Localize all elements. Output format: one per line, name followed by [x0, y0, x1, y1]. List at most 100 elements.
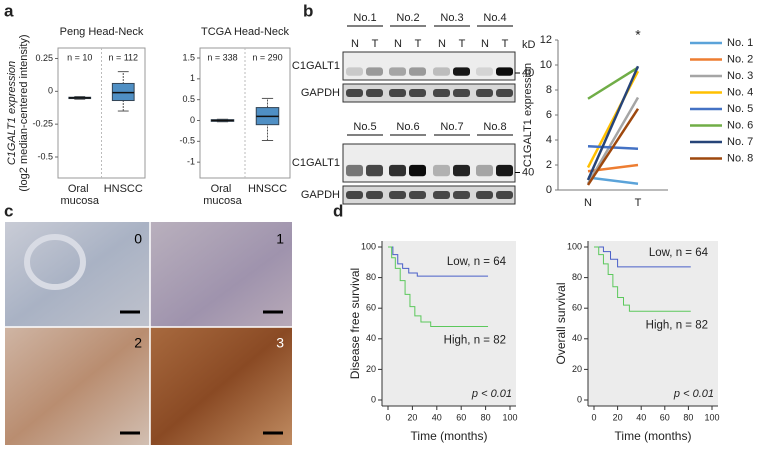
group-label: No.6 [396, 121, 419, 133]
y-tick-label: 0 [371, 394, 376, 404]
legend-label: No. 6 [727, 119, 753, 131]
score-label: 1 [276, 231, 284, 247]
lane-label: N [351, 38, 359, 50]
y-tick-label: 0 [577, 394, 582, 404]
band [409, 67, 426, 76]
legend-label: No. 4 [727, 86, 753, 98]
x-tick-label: 100 [704, 412, 719, 422]
lane-label: T [415, 38, 422, 50]
band [433, 89, 450, 97]
group-label: No.3 [440, 12, 463, 24]
survival-curve [388, 246, 489, 277]
band [389, 67, 406, 76]
y-tick-label: 0.25 [35, 53, 53, 63]
marker-label: 40 [522, 166, 534, 178]
band [476, 89, 493, 97]
lane-label: N [481, 38, 489, 50]
y-tick-label: 40 [572, 333, 582, 343]
row-label: C1GALT1 [292, 60, 340, 72]
band [346, 67, 363, 76]
band [453, 67, 470, 76]
legend-label: No. 3 [727, 70, 753, 82]
histology-images [5, 222, 292, 445]
blot-image [342, 83, 516, 103]
histology-image [150, 327, 292, 445]
band [476, 67, 493, 76]
series-line [586, 96, 640, 185]
y-tick-label: 20 [366, 364, 376, 374]
x-tick-label: 40 [432, 412, 442, 422]
series-line [587, 176, 639, 185]
band [433, 67, 450, 76]
marker-label: 40 [522, 67, 534, 79]
band [476, 191, 493, 199]
y-tick-label: 1.5 [182, 52, 195, 62]
panel-label: c [4, 201, 13, 220]
y-tick-label: 0 [546, 184, 552, 196]
survival-curve [388, 246, 489, 328]
curve-label: Low, n = 64 [447, 256, 507, 268]
lane-label: N [394, 38, 402, 50]
band [496, 67, 513, 76]
x-tick-label: 20 [613, 412, 623, 422]
band [453, 164, 470, 177]
curve-label: High, n = 82 [444, 335, 506, 347]
band [496, 164, 513, 177]
y-tick-label: 10 [540, 59, 552, 71]
band [496, 191, 513, 199]
y-tick-label: 100 [361, 241, 376, 251]
y-tick-label: 60 [572, 303, 582, 313]
chart-title: TCGA Head-Neck [201, 26, 290, 38]
x-axis-label: Time (months) [411, 429, 488, 443]
x-tick-label: HNSCC [104, 183, 143, 195]
series-line [586, 108, 640, 186]
panel-label: a [4, 1, 14, 20]
group-label: No.8 [483, 121, 506, 133]
sample-size: n = 10 [67, 52, 92, 62]
series-line [586, 65, 640, 181]
band [346, 164, 363, 177]
y-tick-label: 2 [546, 159, 552, 171]
panel-label: b [303, 1, 313, 20]
y-axis-label: (log2 median-centered intensity) [18, 34, 30, 191]
band [389, 191, 406, 199]
y-tick-label: 60 [366, 303, 376, 313]
curve-label: Low, n = 64 [649, 247, 709, 259]
x-tick-label: T [635, 197, 642, 209]
curve-label: High, n = 82 [646, 319, 708, 331]
score-label: 3 [276, 335, 284, 351]
band [366, 164, 383, 177]
group-label: No.7 [440, 121, 463, 133]
x-tick-label: N [584, 197, 592, 209]
x-tick-label: 80 [481, 412, 491, 422]
lane-label: T [459, 38, 466, 50]
y-axis-label: Disease free survival [348, 268, 362, 379]
row-label: GAPDH [301, 189, 340, 201]
x-tick-label: 60 [660, 412, 670, 422]
histology-detail [24, 234, 86, 290]
panel-label: d [333, 201, 343, 220]
y-tick-label: 0 [48, 86, 53, 96]
y-tick-label: -0.5 [37, 151, 53, 161]
y-tick-label: 1 [190, 73, 195, 83]
legend-label: No. 5 [727, 103, 753, 115]
x-tick-label: HNSCC [248, 183, 287, 195]
y-axis-label: Overall survival [554, 282, 568, 364]
x-tick-label: 20 [407, 412, 417, 422]
blot-image [342, 143, 516, 183]
histology-image [5, 327, 150, 445]
lane-label: T [502, 38, 509, 50]
band [409, 164, 426, 177]
x-tick-label: 0 [591, 412, 596, 422]
band [346, 191, 363, 199]
y-tick-label: 40 [366, 333, 376, 343]
row-label: C1GALT1 [292, 157, 340, 169]
band [366, 67, 383, 76]
y-axis-label: C1GALT1 expression [6, 61, 18, 165]
sample-size: n = 338 [207, 52, 237, 62]
lane-label: T [372, 38, 379, 50]
x-axis-label: Time (months) [615, 429, 692, 443]
sample-size: n = 290 [252, 52, 282, 62]
band [433, 164, 450, 177]
